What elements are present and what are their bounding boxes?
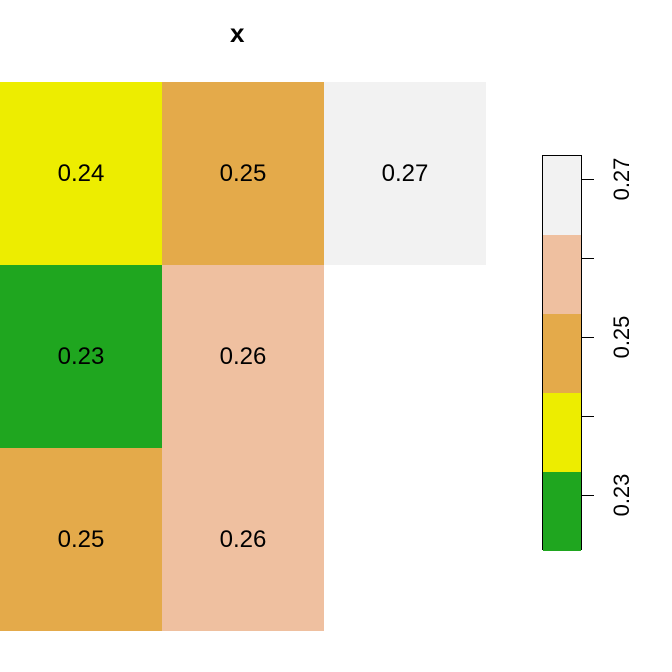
- heatmap-cell: 0.24: [0, 82, 162, 265]
- legend-tick: [582, 416, 594, 418]
- legend-tick-label: 0.23: [609, 473, 635, 516]
- cell-value: 0.24: [58, 160, 105, 188]
- legend-tick: [582, 495, 594, 497]
- heatmap-cell: 0.26: [162, 448, 324, 631]
- legend-tick: [582, 179, 594, 181]
- heatmap-cell: 0.23: [0, 265, 162, 448]
- cell-value: 0.25: [220, 160, 267, 188]
- legend-band: [543, 472, 581, 551]
- cell-value: 0.25: [58, 526, 105, 554]
- legend-tick-label: 0.27: [609, 157, 635, 200]
- cell-value: 0.27: [382, 160, 429, 188]
- heatmap-cell: 0.25: [162, 82, 324, 265]
- color-legend: [542, 155, 582, 550]
- cell-value: 0.23: [58, 343, 105, 371]
- cell-value: 0.26: [220, 526, 267, 554]
- legend-tick-label: 0.25: [609, 315, 635, 358]
- heatmap-cell: 0.25: [0, 448, 162, 631]
- heatmap-cell: [324, 265, 486, 448]
- legend-tick: [582, 337, 594, 339]
- heatmap-cell: [324, 448, 486, 631]
- legend-band: [543, 235, 581, 314]
- legend-band: [543, 314, 581, 393]
- legend-band: [543, 156, 581, 235]
- heatmap-cell: 0.26: [162, 265, 324, 448]
- legend-tick: [582, 258, 594, 260]
- legend-band: [543, 393, 581, 472]
- heatmap-figure: { "type": "heatmap", "title": { "text": …: [0, 0, 672, 672]
- chart-title: x: [230, 18, 244, 49]
- heatmap-cell: 0.27: [324, 82, 486, 265]
- cell-value: 0.26: [220, 343, 267, 371]
